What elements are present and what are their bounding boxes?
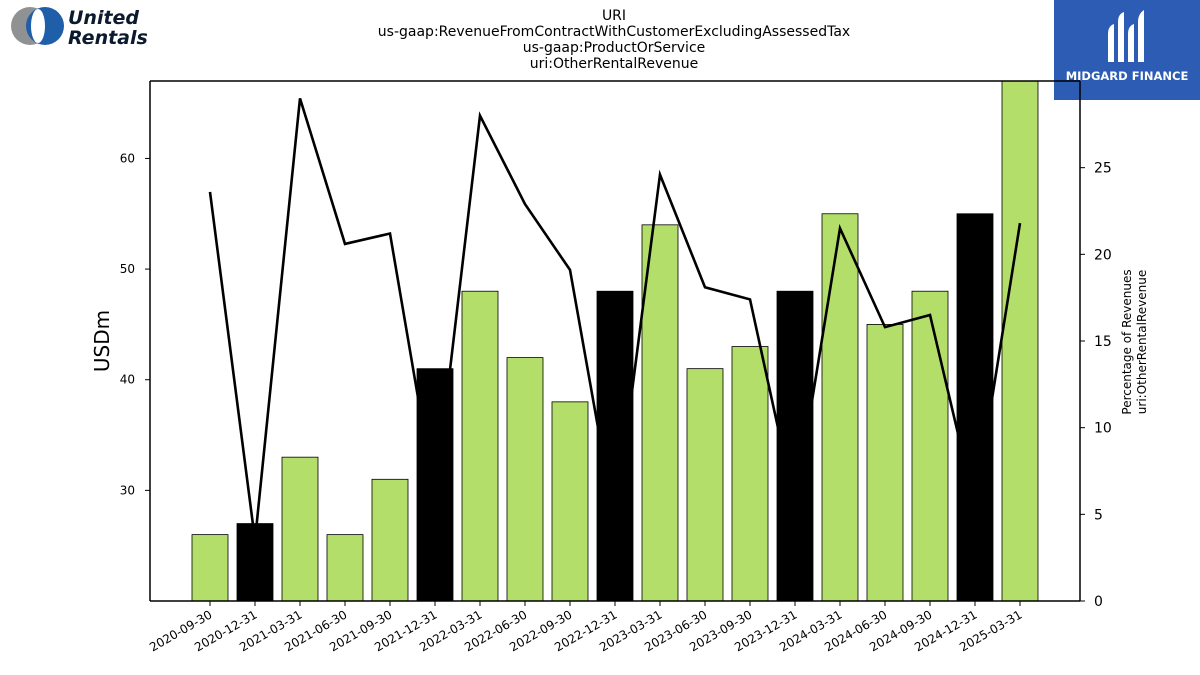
y-right-tick-label: 10 [1094,421,1112,437]
y-right-tick-label: 0 [1094,594,1103,610]
watermark-badge: MIDGARD FINANCE [1054,0,1200,100]
chart-title-line: URI [602,8,626,24]
y-tick-label: 50 [120,262,135,276]
bar [416,368,454,602]
logo-text-line1: United [68,7,139,29]
bar [596,290,634,602]
bar [506,357,544,602]
bar [731,346,769,602]
bar [326,534,364,602]
watermark-text: MIDGARD FINANCE [1065,69,1189,83]
bar [866,324,904,602]
watermark-m-icon [1108,10,1144,62]
logo-mark-icon [11,7,64,45]
chart-title-line: us-gaap:ProductOrService [523,40,706,56]
chart-title-line: us-gaap:RevenueFromContractWithCustomerE… [378,24,850,40]
y-right-tick-label: 25 [1094,161,1112,177]
chart-title-line: uri:OtherRentalRevenue [530,56,699,72]
bar [911,290,949,602]
company-logo: United Rentals [11,7,148,49]
bar [551,401,589,602]
y-right-axis-label: Percentage of Revenues [1120,269,1134,414]
bar [461,290,499,602]
bar [1001,80,1039,602]
y-tick-label: 30 [120,483,135,497]
bar [956,213,994,602]
y-right-axis-label: uri:OtherRentalRevenue [1135,270,1149,414]
bar [191,534,229,602]
logo-text-line2: Rentals [68,27,148,49]
percentage-line [208,97,1022,541]
y-right-tick-label: 5 [1094,507,1103,523]
bar [821,213,859,602]
y-axis-label: USDm [90,310,114,372]
y-tick-label: 40 [120,373,135,387]
bar [281,456,319,602]
bar [686,368,724,602]
y-tick-label: 60 [120,151,135,165]
bar [641,224,679,602]
y-right-tick-label: 15 [1094,334,1112,350]
y-right-tick-label: 20 [1094,247,1112,263]
bar [371,478,409,602]
